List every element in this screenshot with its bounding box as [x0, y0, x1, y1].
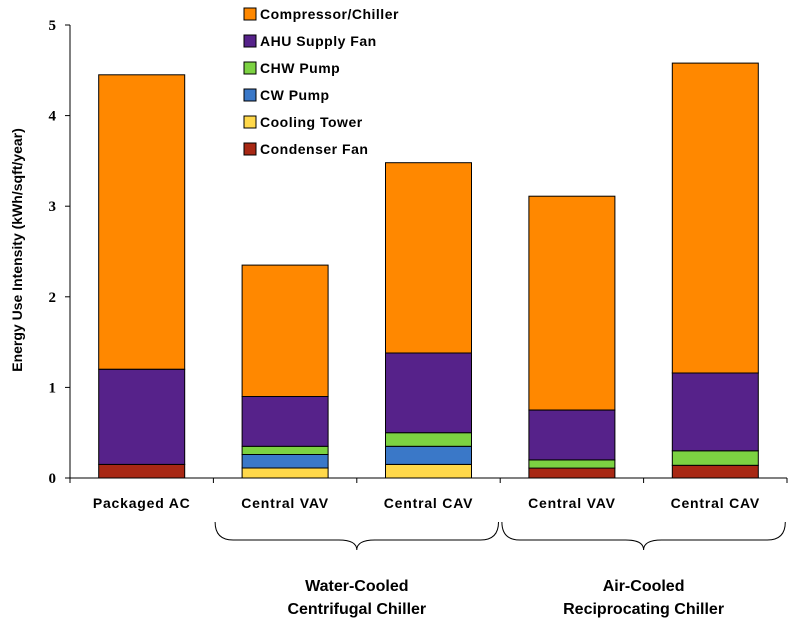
bar-segment-cooling-tower-2	[241, 467, 329, 479]
bar-segment-compressor-chiller-1	[98, 74, 186, 370]
y-tick-label: 5	[49, 18, 57, 34]
legend-label: Condenser Fan	[260, 141, 368, 157]
bar-segment-chw-pump-4	[528, 459, 616, 469]
legend-label: AHU Supply Fan	[260, 33, 377, 49]
bar-segment-ahu-supply-fan-1	[98, 368, 186, 465]
bars-layer	[98, 62, 759, 479]
bar-segment-compressor-chiller-5	[671, 62, 759, 374]
bar-segment-compressor-chiller-2	[241, 264, 329, 397]
y-tick-label: 2	[49, 290, 57, 306]
category-label-central-cav: Central CAV	[671, 495, 760, 511]
bar-segment-ahu-supply-fan-3	[385, 352, 472, 434]
legend-item-cooling-tower: Cooling Tower	[243, 114, 363, 130]
group-label-line1: Water-Cooled	[305, 578, 408, 595]
bar-segment-chw-pump-3	[385, 432, 472, 447]
bar-segment-chw-pump-2	[241, 445, 329, 455]
bar-segment-condenser-fan-1	[98, 463, 186, 479]
y-tick-label: 3	[49, 199, 57, 215]
legend-swatch	[243, 7, 257, 21]
group-brackets: Water-Cooled Centrifugal Chiller Air-Coole…	[214, 521, 786, 618]
legend-label: Cooling Tower	[260, 114, 363, 130]
legend-swatch	[243, 61, 257, 75]
bar-segment-ahu-supply-fan-5	[671, 372, 759, 452]
legend-item-condenser-fan: Condenser Fan	[243, 141, 368, 157]
bar-segment-condenser-fan-4	[528, 467, 616, 479]
legend-swatch	[243, 88, 257, 102]
legend-item-ahu-supply-fan: AHU Supply Fan	[243, 33, 377, 49]
bar-segment-chw-pump-5	[671, 450, 759, 466]
bar-segment-condenser-fan-5	[671, 464, 759, 479]
y-tick-label: 1	[49, 380, 57, 396]
bar-segment-compressor-chiller-3	[385, 162, 472, 354]
legend-item-chw-pump: CHW Pump	[243, 60, 340, 76]
group-label-line1: Air-Cooled	[603, 578, 685, 595]
bar-segment-ahu-supply-fan-4	[528, 409, 616, 461]
y-tick-label: 0	[49, 471, 57, 487]
y-axis-title: Energy Use Intensity (kWh/sqft/year)	[9, 128, 25, 372]
category-label-packaged-ac: Packaged AC	[93, 495, 191, 511]
legend-swatch	[243, 34, 257, 48]
legend-item-compressor-chiller: Compressor/Chiller	[243, 6, 399, 22]
group-label-line2: Centrifugal Chiller	[287, 601, 426, 618]
y-tick-label: 4	[49, 109, 57, 125]
category-label-central-vav: Central VAV	[528, 495, 616, 511]
legend: Compressor/Chiller AHU Supply Fan CHW Pump…	[243, 6, 399, 157]
group-bracket-2	[501, 521, 786, 551]
legend-item-cw-pump: CW Pump	[243, 87, 330, 103]
category-label-central-cav: Central CAV	[384, 495, 473, 511]
legend-label: CW Pump	[260, 87, 330, 103]
group-bracket-1	[214, 521, 499, 551]
bar-segment-compressor-chiller-4	[528, 195, 616, 411]
legend-label: Compressor/Chiller	[260, 6, 399, 22]
legend-swatch	[243, 142, 257, 156]
bar-segment-cooling-tower-3	[385, 463, 472, 479]
legend-label: CHW Pump	[260, 60, 340, 76]
bar-segment-ahu-supply-fan-2	[241, 396, 329, 447]
category-label-central-vav: Central VAV	[241, 495, 329, 511]
bar-segment-cw-pump-3	[385, 445, 472, 465]
axes-layer: 0 1 2 3 4 5 Packaged AC Central VAV Central CAV C…	[49, 18, 788, 511]
bar-segment-cw-pump-2	[241, 453, 329, 469]
legend-swatch	[243, 115, 257, 129]
group-label-line2: Reciprocating Chiller	[563, 601, 724, 618]
